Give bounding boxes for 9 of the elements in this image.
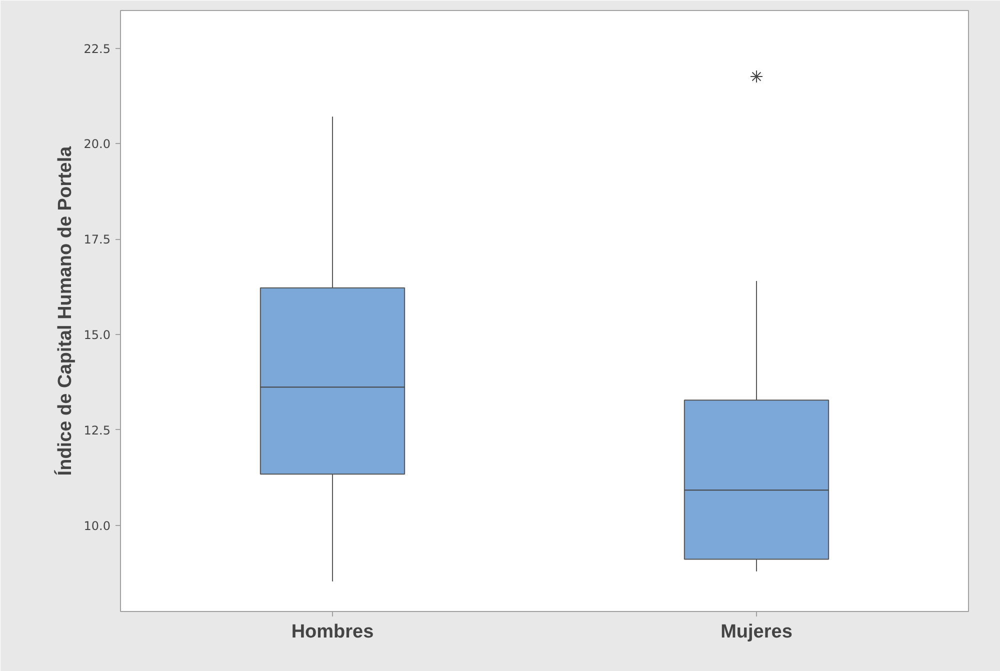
y-tick-label: 10.0: [84, 518, 110, 533]
y-tick-label: 15.0: [84, 328, 110, 342]
y-tick-label: 12.5: [84, 423, 110, 438]
y-tick-label: 20.0: [84, 137, 110, 152]
x-tick-label: Hombres: [291, 622, 374, 642]
y-tick-label: 17.5: [84, 232, 110, 247]
x-tick-label: Mujeres: [720, 622, 792, 642]
y-axis-title: Índice de Capital Humano de Portela: [54, 146, 76, 476]
y-tick-label: 22.5: [84, 42, 110, 56]
